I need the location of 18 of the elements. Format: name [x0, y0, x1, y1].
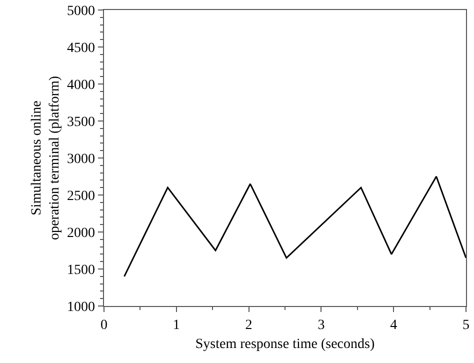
- y-tick-label: 5000: [67, 4, 95, 19]
- x-axis-title: System response time (seconds): [195, 337, 375, 352]
- y-tick-label: 1000: [67, 300, 95, 315]
- x-tick-label: 1: [172, 318, 180, 333]
- y-axis-title: Simultaneous online operation terminal (platform): [30, 76, 63, 240]
- x-tick-label: 3: [318, 318, 325, 333]
- y-tick-label: 3000: [67, 152, 95, 167]
- x-tick-label: 4: [390, 318, 398, 333]
- y-tick-label: 3500: [67, 114, 95, 130]
- x-tick-label: 2: [245, 318, 252, 333]
- line-series: [124, 176, 466, 278]
- y-tick-label: 1500: [67, 262, 95, 278]
- y-tick-label: 4000: [67, 78, 95, 93]
- y-tick-label: 2000: [67, 226, 95, 241]
- y-tick-label: 2500: [67, 188, 95, 204]
- x-tick-label: 0: [100, 318, 108, 333]
- x-tick-label: 5: [462, 318, 470, 333]
- y-tick-label: 4500: [67, 40, 95, 56]
